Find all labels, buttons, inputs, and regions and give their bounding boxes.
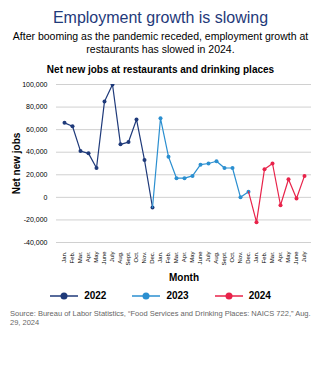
svg-text:Aug.: Aug.: [117, 251, 123, 264]
svg-text:80,000: 80,000: [26, 103, 48, 110]
svg-text:May: May: [93, 252, 99, 263]
svg-text:Mar.: Mar.: [269, 251, 275, 263]
svg-text:May: May: [285, 252, 291, 263]
svg-text:July: July: [205, 252, 211, 263]
html-text:2023: 2023: [166, 290, 189, 301]
html-text:After booming as the pandemic: After booming as the pandemic receded, e…: [12, 30, 309, 55]
svg-text:Dec.: Dec.: [245, 251, 251, 264]
svg-text:Mar.: Mar.: [77, 251, 83, 263]
svg-text:June: June: [197, 251, 203, 265]
svg-text:July: July: [109, 252, 115, 263]
svg-text:Mar.: Mar.: [173, 251, 179, 263]
html-text:Employment growth is slowing: Employment growth is slowing: [52, 9, 269, 26]
svg-text:July: July: [301, 252, 307, 263]
svg-text:40,000: 40,000: [26, 148, 48, 155]
svg-text:June: June: [293, 251, 299, 265]
svg-text:Feb.: Feb.: [165, 251, 171, 263]
html-text:2024: 2024: [248, 290, 271, 301]
svg-text:Net new jobs: Net new jobs: [11, 132, 22, 194]
svg-text:Sept.: Sept.: [221, 251, 227, 265]
html-text:Net new jobs at restaurants an: Net new jobs at restaurants and drinking…: [46, 64, 275, 75]
svg-text:Jan.: Jan.: [61, 251, 67, 263]
svg-text:Jan.: Jan.: [253, 251, 259, 263]
svg-text:100,000: 100,000: [22, 81, 47, 88]
svg-text:0: 0: [44, 194, 48, 201]
svg-text:Feb.: Feb.: [261, 251, 267, 263]
svg-text:-40,000: -40,000: [24, 239, 48, 246]
svg-text:-20,000: -20,000: [24, 216, 48, 223]
svg-text:Sept.: Sept.: [125, 251, 131, 265]
svg-text:Oct.: Oct.: [229, 251, 235, 262]
svg-text:Apr.: Apr.: [85, 251, 91, 262]
svg-text:Nov.: Nov.: [141, 251, 147, 263]
svg-text:June: June: [101, 251, 107, 265]
svg-text:Jan.: Jan.: [157, 251, 163, 263]
svg-text:May: May: [189, 252, 195, 263]
svg-text:Aug.: Aug.: [213, 251, 219, 264]
svg-text:Dec.: Dec.: [149, 251, 155, 264]
svg-text:Nov.: Nov.: [237, 251, 243, 263]
html-text:Source: Bureau of Labor Statis: Source: Bureau of Labor Statistics, “Foo…: [10, 309, 311, 327]
svg-text:Feb.: Feb.: [69, 251, 75, 263]
svg-text:Month: Month: [169, 272, 199, 283]
svg-text:60,000: 60,000: [26, 126, 48, 133]
svg-text:20,000: 20,000: [26, 171, 48, 178]
svg-text:Oct.: Oct.: [133, 251, 139, 262]
html-text:2022: 2022: [84, 290, 107, 301]
svg-text:Apr.: Apr.: [181, 251, 187, 262]
svg-text:Apr.: Apr.: [277, 251, 283, 262]
